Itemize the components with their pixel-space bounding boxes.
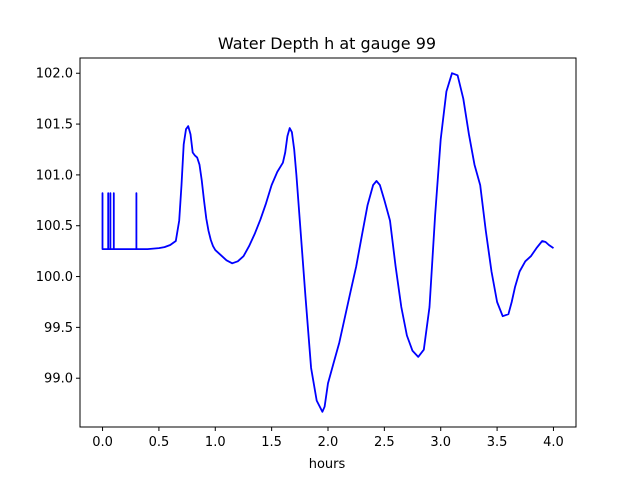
- y-tick-label: 99.0: [44, 372, 73, 387]
- y-tick-label: 101.5: [36, 118, 73, 133]
- x-tick-label: 2.5: [374, 435, 395, 450]
- x-tick-label: 3.5: [487, 435, 508, 450]
- y-tick-label: 100.0: [36, 270, 73, 285]
- x-axis-label: hours: [309, 457, 346, 472]
- series-line: [101, 72, 555, 413]
- x-axis: 0.0 0.5 1.0 1.5 2.0 2.5 3.0 3.5 4.0: [92, 427, 564, 450]
- y-tick-label: 102.0: [36, 67, 73, 82]
- x-tick-label: 0.0: [92, 435, 113, 450]
- y-tick-label: 99.5: [44, 321, 73, 336]
- y-axis: 99.0 99.5 100.0 100.5 101.0 101.5 102.0: [36, 67, 80, 387]
- x-tick-label: 2.0: [318, 435, 339, 450]
- x-tick-label: 1.5: [261, 435, 282, 450]
- x-tick-label: 1.0: [205, 435, 226, 450]
- y-tick-label: 101.0: [36, 168, 73, 183]
- x-tick-label: 4.0: [543, 435, 564, 450]
- x-tick-label: 3.0: [430, 435, 451, 450]
- y-tick-label: 100.5: [36, 219, 73, 234]
- x-tick-label: 0.5: [149, 435, 170, 450]
- chart-title: Water Depth h at gauge 99: [218, 34, 436, 53]
